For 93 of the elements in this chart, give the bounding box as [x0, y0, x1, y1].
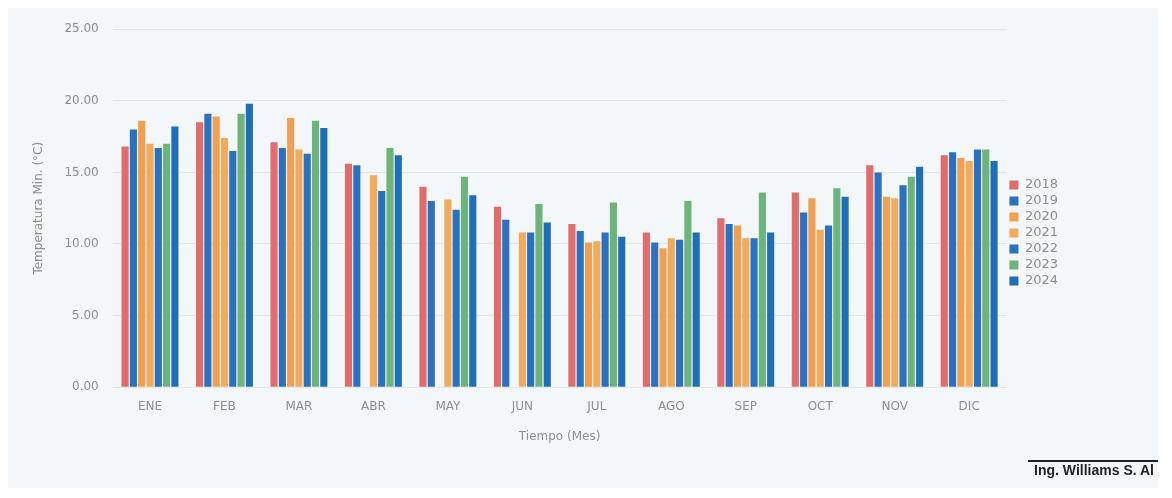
bar [841, 196, 849, 387]
bar [949, 152, 957, 387]
bar [444, 199, 452, 387]
x-tick-label: ABR [361, 398, 386, 413]
bar [982, 149, 990, 387]
bar [196, 122, 204, 387]
y-tick-label: 0.00 [72, 379, 99, 394]
x-tick-label: AGO [657, 398, 685, 413]
bar [427, 201, 435, 387]
bar [907, 176, 915, 387]
bar [171, 126, 179, 387]
bar [543, 222, 551, 387]
bar [576, 231, 584, 387]
x-tick-label: SEP [734, 398, 757, 413]
bar [758, 192, 766, 387]
bar [874, 172, 882, 387]
bar [527, 232, 535, 387]
x-tick-label: MAY [435, 398, 462, 413]
bar [717, 218, 725, 387]
y-tick-label: 15.00 [64, 164, 99, 179]
bar [311, 120, 320, 387]
x-axis-title: Tiempo (Mes) [517, 428, 601, 443]
bar [493, 206, 502, 387]
legend-label: 2020 [1024, 208, 1059, 224]
bar [303, 153, 311, 387]
bar [618, 236, 626, 387]
bar [452, 209, 460, 387]
y-axis-title: Temperatura Min. (°C) [31, 141, 46, 276]
x-tick-label: DIC [958, 398, 980, 413]
bar [245, 103, 253, 387]
bar [353, 165, 361, 387]
bar [344, 163, 353, 387]
bar [642, 232, 650, 387]
legend-label: 2018 [1024, 176, 1059, 192]
bar [791, 192, 799, 387]
bar [568, 223, 576, 387]
bar [278, 148, 286, 387]
x-tick-label: FEB [213, 398, 236, 413]
bar [824, 225, 833, 387]
bar [229, 150, 237, 387]
bar [601, 232, 609, 387]
bar [725, 223, 733, 387]
bar [750, 238, 758, 387]
bar [518, 232, 526, 387]
bar [609, 202, 617, 387]
bar [684, 201, 692, 387]
bar [419, 186, 427, 387]
x-tick-label: ENE [137, 398, 163, 413]
bar [386, 148, 394, 387]
y-tick-label: 20.00 [64, 92, 99, 107]
bar [502, 219, 510, 387]
bar [676, 239, 684, 387]
bar [767, 232, 775, 387]
bar [965, 160, 973, 387]
bar [866, 165, 874, 387]
bar [957, 158, 965, 387]
bar [973, 149, 982, 387]
legend-label: 2024 [1024, 272, 1059, 288]
x-tick-label: NOV [881, 398, 909, 413]
y-tick-label: 25.00 [64, 21, 99, 36]
bar [692, 232, 700, 387]
bar [460, 176, 469, 387]
legend-label: 2019 [1024, 192, 1059, 208]
y-tick-label: 10.00 [64, 236, 99, 251]
bar [800, 212, 808, 387]
bar [535, 203, 543, 387]
bar [990, 160, 998, 387]
bar [163, 143, 171, 387]
bar [204, 113, 212, 387]
legend-label: 2023 [1024, 256, 1059, 272]
text: Ing. Williams S. Al [1028, 460, 1158, 478]
bar [237, 113, 245, 387]
legend-label: 2021 [1024, 224, 1059, 240]
bar [916, 166, 924, 387]
y-tick-label: 5.00 [72, 307, 99, 322]
bar [270, 142, 278, 387]
bar [129, 129, 137, 387]
x-tick-label: MAR [285, 398, 313, 413]
bar [154, 148, 162, 387]
bar [369, 175, 377, 387]
legend-label: 2022 [1024, 240, 1059, 256]
x-tick-label: OCT [807, 398, 834, 413]
bar [940, 155, 948, 387]
bar [469, 195, 477, 387]
x-tick-label: JUL [586, 398, 607, 413]
bar [320, 128, 328, 387]
bar [394, 155, 402, 387]
bar [121, 146, 129, 387]
x-tick-label: JUN [510, 398, 534, 413]
bar [378, 191, 386, 387]
bar [651, 242, 659, 387]
bar [899, 185, 907, 387]
bar [833, 188, 841, 387]
